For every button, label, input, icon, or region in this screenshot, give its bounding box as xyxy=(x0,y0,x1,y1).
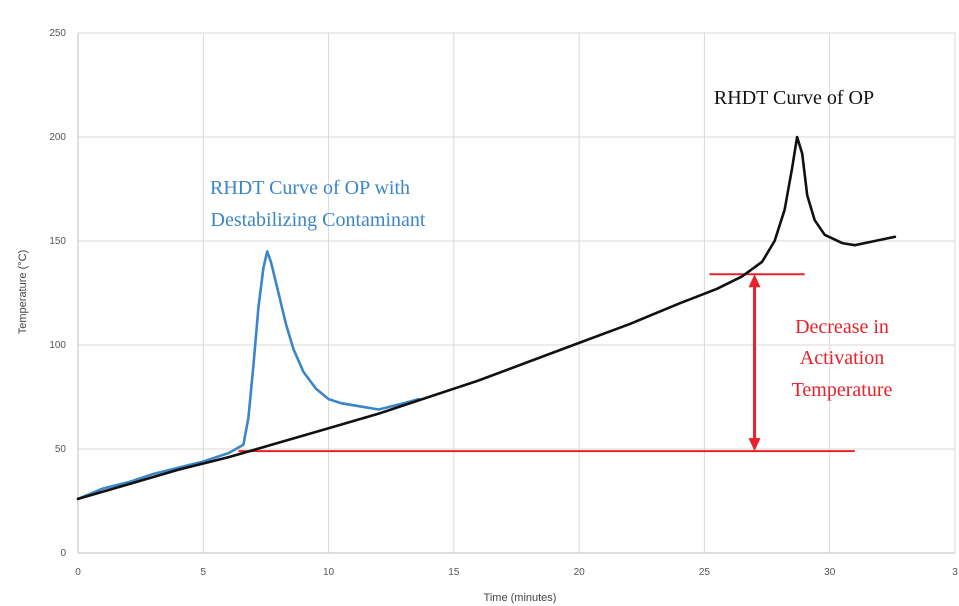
y-axis-title: Temperature (°C) xyxy=(17,250,29,334)
arrow-head-top xyxy=(748,274,761,288)
x-tick-label: 20 xyxy=(574,567,586,578)
tick-labels: 0 50 100 150 200 250 0 5 10 15 20 25 30 3 xyxy=(49,28,958,578)
decrease-label-line3: Temperature xyxy=(792,379,893,401)
x-tick-label: 0 xyxy=(75,567,81,578)
reference-lines xyxy=(238,273,855,453)
x-tick-label: 10 xyxy=(323,567,335,578)
contaminant-label-line1: RHDT Curve of OP with xyxy=(210,177,410,199)
y-tick-label: 150 xyxy=(49,236,66,247)
op-curve-label: RHDT Curve of OP xyxy=(714,87,874,109)
contaminant-label-line2: Destabilizing Contaminant xyxy=(211,209,426,231)
plot-axes xyxy=(77,33,955,554)
x-axis-title: Time (minutes) xyxy=(484,592,557,604)
x-tick-label: 15 xyxy=(448,567,460,578)
x-tick-label: 25 xyxy=(699,567,711,578)
x-tick-label: 5 xyxy=(201,567,207,578)
y-tick-label: 100 xyxy=(49,340,66,351)
blue-contaminant-curve xyxy=(76,250,421,501)
y-tick-label: 200 xyxy=(49,132,66,143)
y-tick-label: 0 xyxy=(60,548,66,559)
x-tick-label: 3 xyxy=(952,567,958,578)
activation-arrow xyxy=(748,274,761,452)
black-op-curve xyxy=(76,135,897,501)
plot-grid xyxy=(77,32,956,554)
x-tick-label: 30 xyxy=(824,567,836,578)
decrease-label-line1: Decrease in xyxy=(795,316,889,338)
arrow-head-bottom xyxy=(748,438,761,452)
decrease-label-line2: Activation xyxy=(800,347,884,369)
y-tick-label: 250 xyxy=(49,28,66,39)
y-tick-label: 50 xyxy=(55,444,67,455)
series-lines xyxy=(76,135,897,501)
